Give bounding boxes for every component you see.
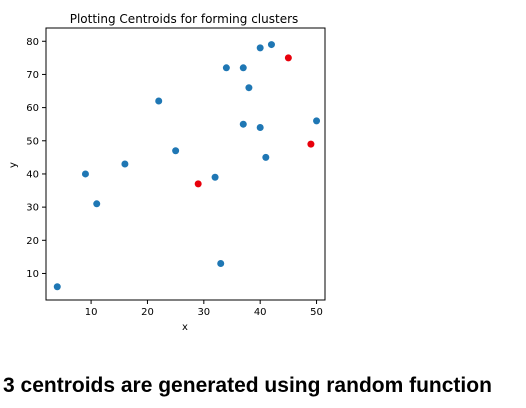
caption-text: 3 centroids are generated using random f…: [3, 374, 492, 397]
x-tick-label: 30: [197, 307, 210, 318]
data-point: [256, 44, 264, 52]
data-point: [239, 64, 247, 72]
data-point: [262, 153, 270, 161]
centroid-point: [194, 180, 202, 188]
chart-title: Plotting Centroids for forming clusters: [70, 12, 299, 26]
plot-frame: [45, 27, 326, 301]
y-tick-label: 20: [26, 236, 39, 247]
data-point: [81, 170, 89, 178]
y-tick-label: 70: [26, 70, 39, 81]
data-point: [267, 41, 275, 49]
data-point: [256, 124, 264, 132]
data-point: [239, 120, 247, 128]
centroid-point: [284, 54, 292, 62]
data-point: [313, 117, 321, 125]
y-tick-label: 60: [26, 103, 39, 114]
x-axis-ticks: 10 20 30 40 50: [85, 300, 323, 318]
data-point: [155, 97, 163, 105]
scatter-chart: Plotting Centroids for forming clusters …: [8, 12, 326, 333]
data-points: [53, 41, 321, 291]
y-axis-label: y: [8, 162, 19, 168]
data-point: [211, 173, 219, 181]
x-tick-label: 50: [310, 307, 323, 318]
y-tick-label: 40: [26, 169, 39, 180]
x-tick-label: 20: [141, 307, 154, 318]
y-tick-label: 10: [26, 269, 39, 280]
x-tick-label: 40: [254, 307, 267, 318]
y-tick-label: 50: [26, 136, 39, 147]
x-axis-label: x: [182, 322, 188, 333]
y-tick-label: 30: [26, 203, 39, 214]
data-point: [93, 200, 101, 208]
data-point: [245, 84, 253, 92]
data-point: [53, 283, 61, 291]
data-point: [217, 260, 225, 268]
data-point: [121, 160, 129, 168]
y-tick-label: 80: [26, 37, 39, 48]
centroid-point: [307, 140, 315, 148]
data-point: [172, 147, 180, 155]
y-axis-ticks: 10 20 30 40 50 60 70 80: [26, 37, 46, 280]
x-tick-label: 10: [85, 307, 98, 318]
data-point: [222, 64, 230, 72]
